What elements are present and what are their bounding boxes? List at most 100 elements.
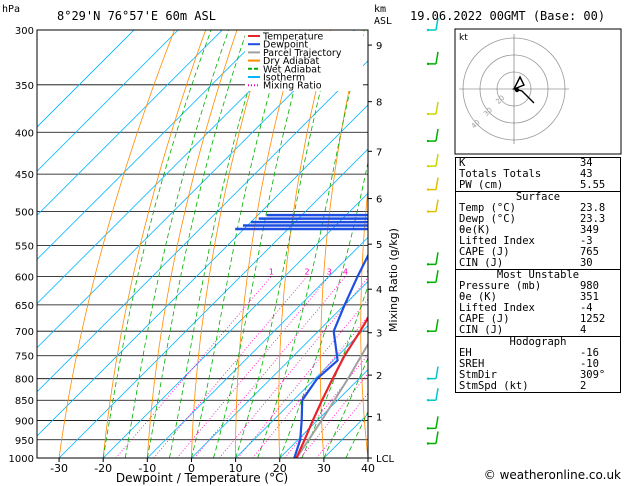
section-title: Hodograph [455, 336, 621, 348]
index-row: Lifted Index -3 [454, 236, 621, 247]
index-value: 5.55 [576, 180, 621, 192]
dry-adiabat-line [191, 30, 269, 458]
wind-barb-dot [426, 164, 430, 168]
mixing-ratio-label: 2 [305, 267, 310, 276]
copyright-text: © weatheronline.co.uk [483, 468, 621, 482]
index-row: CAPE (J) 765 [454, 247, 621, 258]
index-value: 349 [576, 225, 621, 236]
index-label: Temp (°C) [454, 203, 577, 214]
mixing-ratio-label: 16 [426, 267, 436, 276]
isotherm-line [102, 192, 368, 458]
wet-adiabat-line [213, 30, 311, 458]
legend-entry: Temperature [262, 32, 323, 43]
legend-entry: Wet Adiabat [263, 64, 321, 75]
index-row: EH -16 [454, 348, 621, 359]
wet-adiabat-line [169, 30, 267, 458]
index-row: PW (cm) 5.55 [454, 180, 621, 192]
isotherm-line [58, 148, 368, 458]
km-tick-label: 7 [376, 147, 382, 158]
wet-adiabat-line [124, 30, 230, 458]
index-label: CAPE (J) [454, 247, 577, 258]
section-title-row: Hodograph [455, 336, 621, 348]
isotherm-line [37, 30, 267, 260]
wind-barb-dot [426, 263, 430, 266]
temp-tick-label: 30 [317, 462, 331, 475]
index-label: EH [454, 348, 577, 359]
km-tick-label: 1 [376, 413, 382, 424]
hodograph-trace [511, 75, 535, 104]
index-label: Lifted Index [454, 236, 577, 247]
index-row: Lifted Index -4 [454, 303, 621, 314]
mixing-ratio-line [237, 298, 368, 458]
wet-adiabat-line [191, 30, 288, 458]
temperature-line [295, 315, 368, 458]
index-value: -10 [576, 359, 621, 370]
mixing-ratio-line [176, 276, 330, 458]
index-label: K [454, 157, 577, 169]
isotherm-line [279, 369, 368, 458]
pressure-tick-label: 500 [15, 208, 34, 219]
index-value: 30 [576, 258, 621, 270]
hodograph-ring-label: 40 [470, 118, 482, 130]
temp-tick-label: -30 [50, 462, 68, 475]
index-label: SREH [454, 359, 577, 370]
section-title: Surface [455, 191, 621, 203]
index-value: 1252 [576, 314, 621, 325]
isotherm-line [191, 280, 368, 458]
dry-adiabat-line [102, 30, 207, 458]
index-value: -4 [576, 303, 621, 314]
pressure-tick-label: 650 [15, 301, 34, 312]
wind-barb-flag [435, 17, 439, 31]
index-row: Temp (°C) 23.8 [454, 203, 621, 214]
index-label: CIN (J) [454, 258, 577, 270]
dry-adiabat-line [58, 30, 175, 458]
wet-adiabat-line [257, 30, 365, 458]
temp-tick-label: 20 [273, 462, 287, 475]
isotherm-line [37, 104, 368, 437]
wind-barb-flag [435, 154, 439, 167]
pressure-tick-label: 400 [15, 128, 34, 139]
dry-adiabat-line [360, 185, 368, 458]
index-label: StmDir [454, 370, 577, 381]
index-value: 43 [576, 169, 621, 180]
index-label: StmSpd (kt) [454, 381, 577, 393]
parcel-trajectory-line [295, 342, 368, 458]
index-value: 34 [576, 157, 621, 169]
wind-barb-flag [435, 416, 439, 429]
index-row: CIN (J) 4 [454, 325, 621, 337]
wind-barb-dot [426, 62, 430, 66]
indices-table: K 34 Totals Totals 43 PW (cm) 5.55 Surface Temp… [454, 157, 621, 393]
legend-entry: Parcel Trajectory [263, 48, 342, 59]
hodograph-ring-label: 30 [482, 106, 494, 118]
dry-adiabat-line [235, 30, 300, 458]
chart-axes: 3003504004505005506006507007508008509009… [9, 26, 395, 475]
km-tick-label: 4 [376, 285, 382, 296]
wind-barb-flag [435, 319, 439, 332]
isotherm-line [37, 30, 311, 305]
section-title: Most Unstable [455, 269, 621, 281]
wind-barb-flag [435, 51, 439, 65]
pressure-tick-label: 450 [15, 170, 34, 181]
mixing-ratio-label: 1 [269, 267, 274, 276]
wind-barb-dot [426, 377, 430, 380]
isotherm-line [37, 60, 368, 393]
mixing-ratio-label: 6 [367, 267, 372, 276]
wind-barb-dot [426, 281, 430, 284]
pressure-tick-label: 950 [15, 436, 34, 447]
mixing-ratio-label: 20 [441, 267, 451, 276]
index-label: Totals Totals [454, 169, 577, 180]
dewpoint-line [293, 253, 368, 458]
pressure-tick-label: 750 [15, 352, 34, 363]
pressure-tick-label: 800 [15, 375, 34, 386]
index-label: Pressure (mb) [454, 281, 577, 292]
wind-barb-flag [435, 177, 439, 190]
index-value: 23.8 [576, 203, 621, 214]
km-tick-label: 6 [376, 195, 382, 206]
wind-barb-flag [435, 431, 439, 444]
index-label: θe(K) [454, 225, 577, 236]
index-row: θe (K) 351 [454, 292, 621, 303]
section-title-row: Surface [455, 191, 621, 203]
index-row: θe(K) 349 [454, 225, 621, 236]
temp-tick-label: -20 [94, 462, 112, 475]
